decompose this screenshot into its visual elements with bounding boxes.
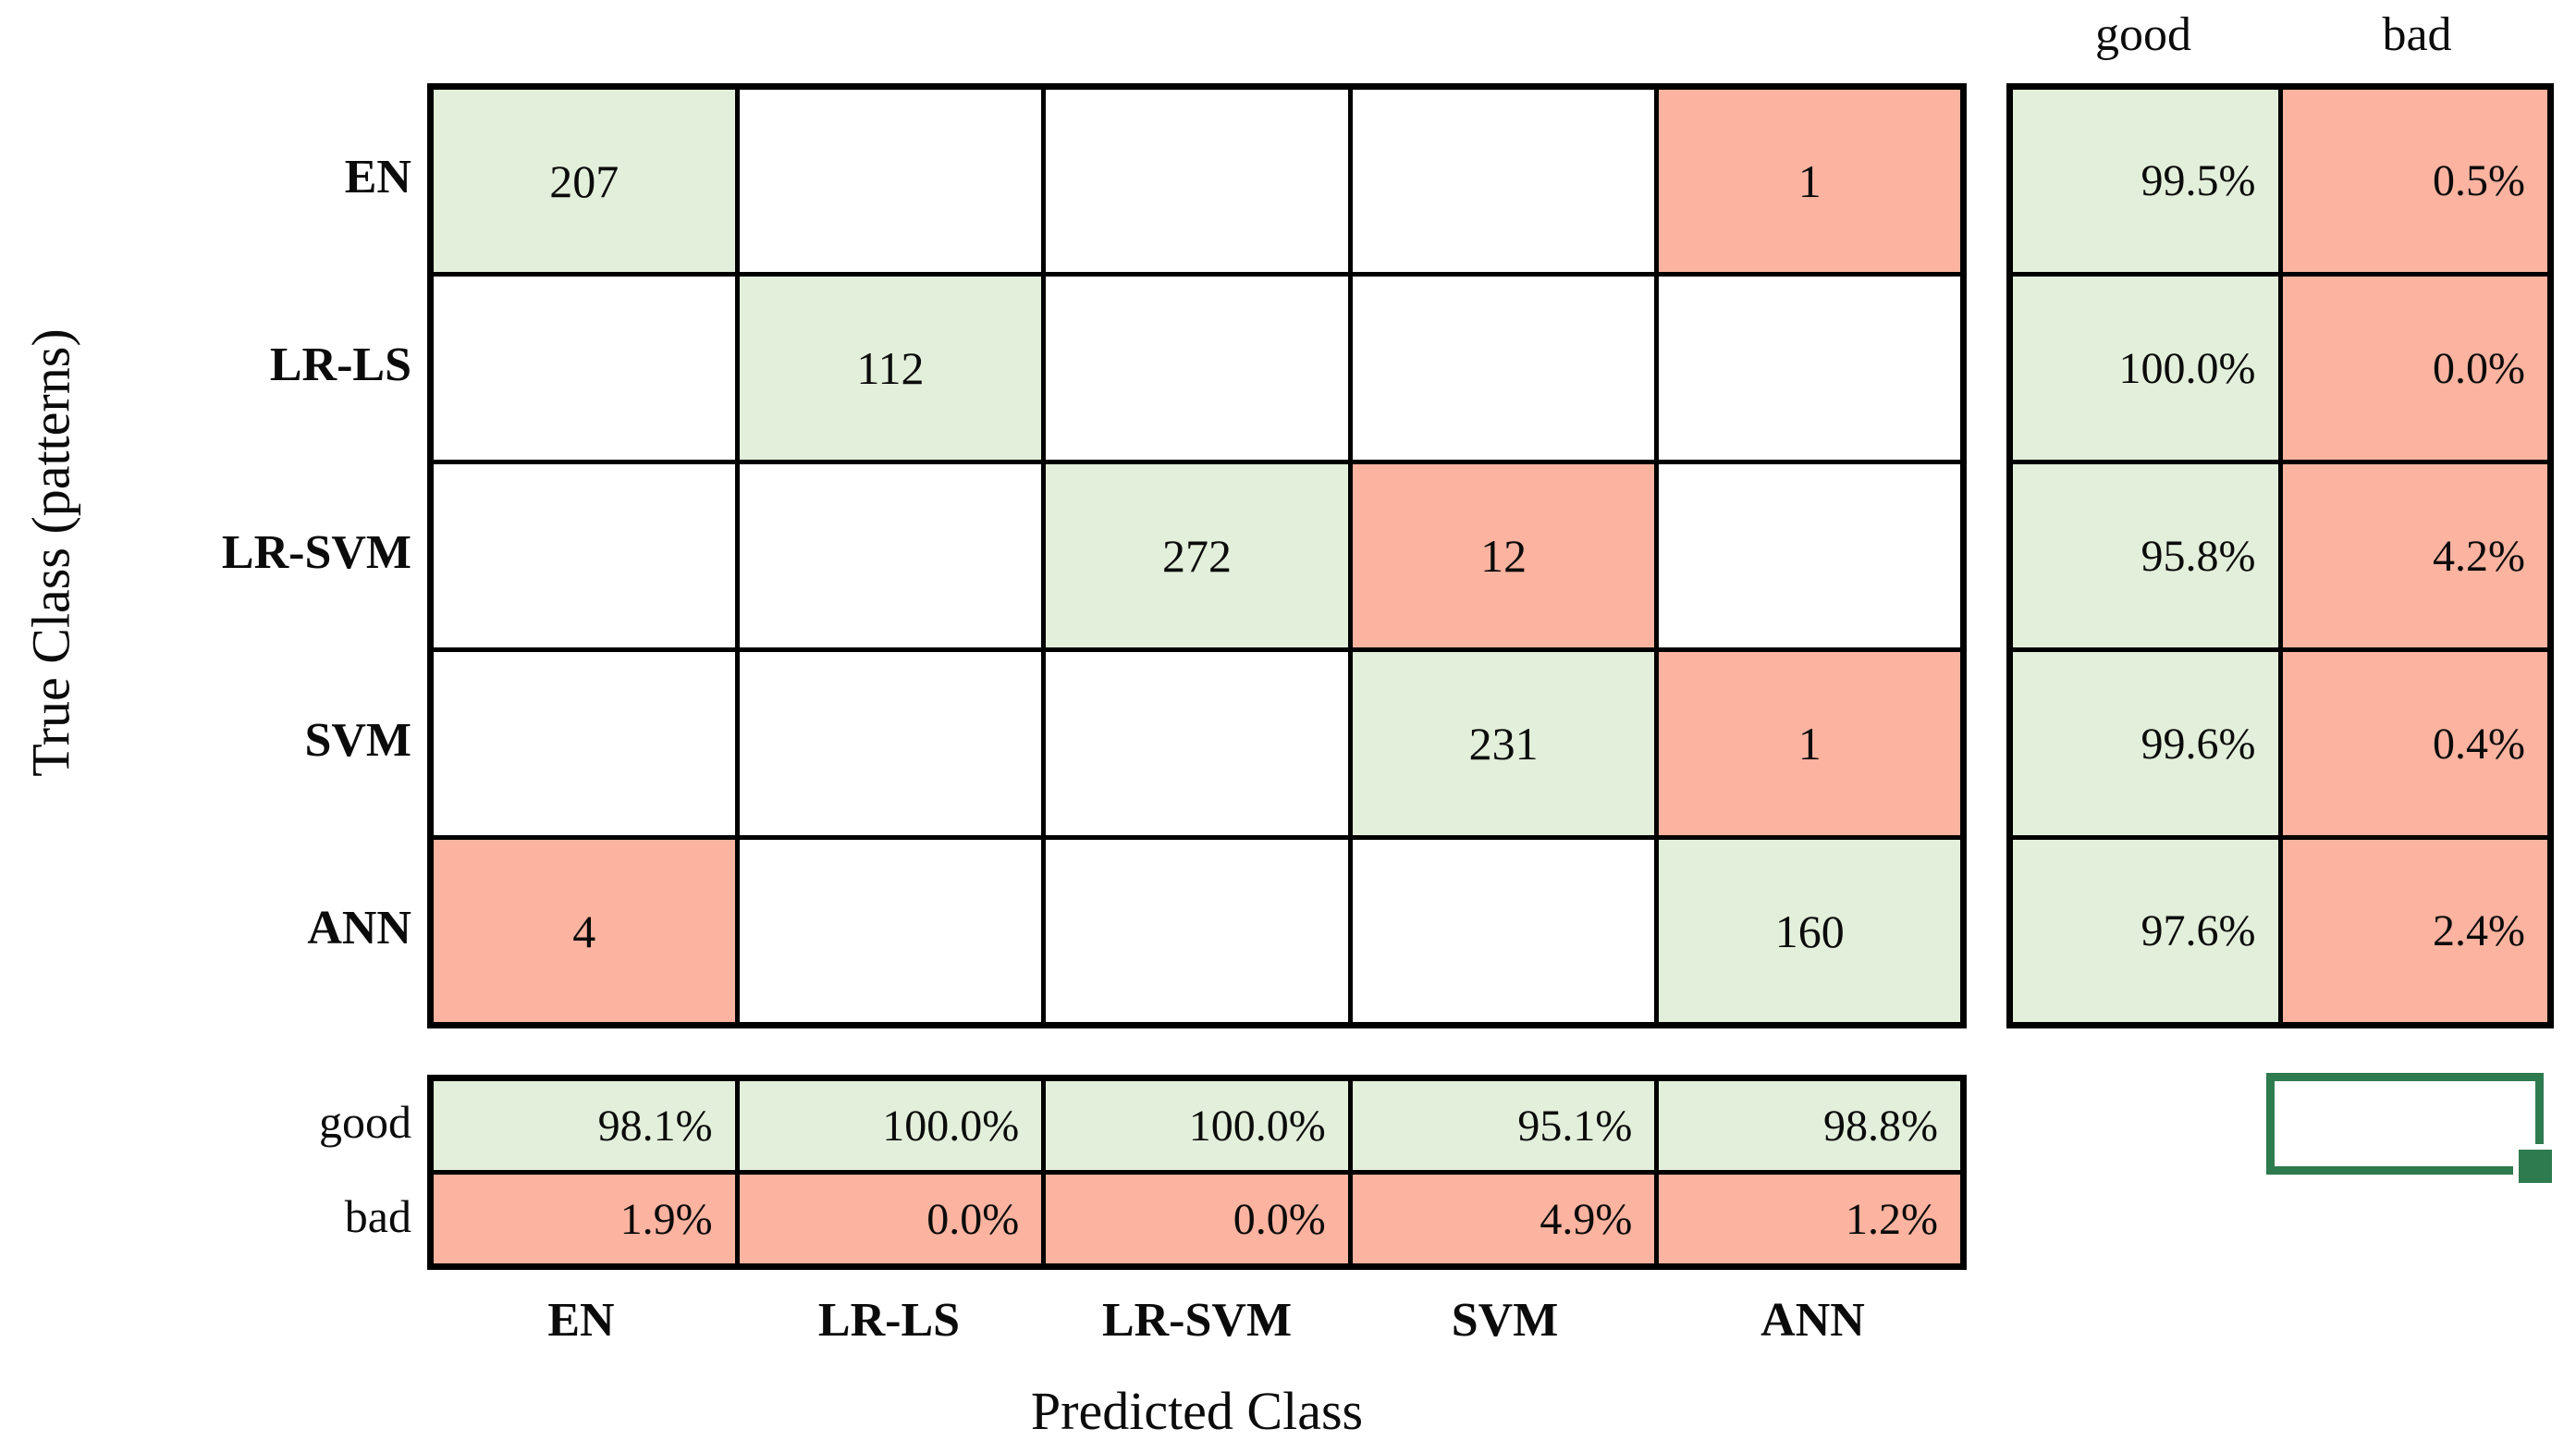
y-axis-title: True Class (patterns) <box>20 328 81 777</box>
col-pct-bad-SVM[interactable]: 4.9% <box>1347 1170 1660 1269</box>
x-axis-title: Predicted Class <box>1030 1381 1364 1441</box>
row-pct-ANN: 97.6% 2.4% <box>2007 835 2553 1028</box>
col-good-label: good <box>319 1096 411 1148</box>
matrix-row-LR-LS: 112 <box>428 272 1966 464</box>
row-pct-EN: 99.5% 0.5% <box>2007 84 2553 277</box>
matrix-cell-EN-ANN[interactable]: 1 <box>1654 84 1966 277</box>
col-label-EN: EN <box>547 1294 615 1347</box>
matrix-cell-LR-SVM-ANN[interactable] <box>1654 460 1966 652</box>
col-pct-good-EN[interactable]: 98.1% <box>428 1076 740 1175</box>
col-pct-bad-ANN[interactable]: 1.2% <box>1654 1170 1966 1269</box>
row-pct-LR-SVM: 95.8% 4.2% <box>2007 460 2553 652</box>
matrix-cell-SVM-LR-SVM[interactable] <box>1041 647 1353 840</box>
matrix-cell-EN-LR-SVM[interactable] <box>1041 84 1353 277</box>
column-percentage-row-labels: good bad <box>102 1075 411 1263</box>
row-pct-bad-ANN[interactable]: 2.4% <box>2277 835 2553 1028</box>
row-label-ANN: ANN <box>307 902 411 954</box>
col-label-SVM: SVM <box>1451 1294 1559 1347</box>
matrix-cell-SVM-LR-LS[interactable] <box>734 647 1047 840</box>
matrix-cell-LR-LS-SVM[interactable] <box>1347 272 1660 464</box>
matrix-cell-SVM-SVM[interactable]: 231 <box>1347 647 1660 840</box>
row-percentage-table: 99.5% 0.5% 100.0% 0.0% 95.8% 4.2% 99.6% 0.4% 97.… <box>2006 83 2554 1028</box>
matrix-cell-ANN-LR-LS[interactable] <box>734 835 1047 1028</box>
col-pct-good-ANN[interactable]: 98.8% <box>1654 1076 1966 1175</box>
matrix-cell-ANN-LR-SVM[interactable] <box>1041 835 1353 1028</box>
row-pct-good-LR-LS[interactable]: 100.0% <box>2007 272 2283 464</box>
matrix-cell-EN-EN[interactable]: 207 <box>428 84 740 277</box>
matrix-row-ANN: 4 160 <box>428 835 1966 1028</box>
matrix-cell-SVM-ANN[interactable]: 1 <box>1654 647 1966 840</box>
y-axis-title-wrap: True Class (patterns) <box>0 83 102 1022</box>
row-pct-good-LR-SVM[interactable]: 95.8% <box>2007 460 2283 652</box>
selected-cell[interactable] <box>2266 1073 2558 1188</box>
row-pct-good-EN[interactable]: 99.5% <box>2007 84 2283 277</box>
matrix-cell-LR-LS-EN[interactable] <box>428 272 740 464</box>
matrix-cell-LR-SVM-SVM[interactable]: 12 <box>1347 460 1660 652</box>
col-pct-good-SVM[interactable]: 95.1% <box>1347 1076 1660 1175</box>
confusion-matrix-table: 207 1 112 272 12 231 1 4 160 <box>427 83 1967 1028</box>
col-label-LR-SVM: LR-SVM <box>1101 1294 1293 1347</box>
matrix-cell-ANN-ANN[interactable]: 160 <box>1654 835 1966 1028</box>
matrix-cell-LR-LS-LR-LS[interactable]: 112 <box>734 272 1047 464</box>
row-pct-bad-LR-SVM[interactable]: 4.2% <box>2277 460 2553 652</box>
row-percentage-headers: good bad <box>2006 7 2554 76</box>
row-bad-header: bad <box>2382 8 2452 61</box>
matrix-row-SVM: 231 1 <box>428 647 1966 840</box>
matrix-cell-SVM-EN[interactable] <box>428 647 740 840</box>
true-class-labels: EN LR-LS LR-SVM SVM ANN <box>102 83 411 1022</box>
matrix-cell-LR-SVM-EN[interactable] <box>428 460 740 652</box>
col-label-LR-LS: LR-LS <box>817 1294 961 1347</box>
col-pct-row-bad: 1.9% 0.0% 0.0% 4.9% 1.2% <box>428 1170 1966 1269</box>
row-pct-LR-LS: 100.0% 0.0% <box>2007 272 2553 464</box>
col-pct-good-LR-SVM[interactable]: 100.0% <box>1041 1076 1353 1175</box>
col-label-ANN: ANN <box>1760 1294 1865 1347</box>
column-percentage-table: 98.1% 100.0% 100.0% 95.1% 98.8% 1.9% 0.0% 0.0% 4… <box>427 1075 1967 1270</box>
row-pct-bad-SVM[interactable]: 0.4% <box>2277 647 2553 840</box>
matrix-cell-LR-SVM-LR-LS[interactable] <box>734 460 1047 652</box>
row-label-EN: EN <box>344 151 411 203</box>
row-pct-good-ANN[interactable]: 97.6% <box>2007 835 2283 1028</box>
row-label-LR-LS: LR-LS <box>269 339 411 391</box>
matrix-row-EN: 207 1 <box>428 84 1966 277</box>
row-good-header: good <box>2095 8 2191 61</box>
row-pct-good-SVM[interactable]: 99.6% <box>2007 647 2283 840</box>
matrix-cell-LR-LS-ANN[interactable] <box>1654 272 1966 464</box>
col-pct-row-good: 98.1% 100.0% 100.0% 95.1% 98.8% <box>428 1076 1966 1175</box>
row-label-LR-SVM: LR-SVM <box>221 526 411 579</box>
predicted-class-labels: EN LR-LS LR-SVM SVM ANN <box>427 1293 1967 1360</box>
matrix-row-LR-SVM: 272 12 <box>428 460 1966 652</box>
matrix-cell-LR-LS-LR-SVM[interactable] <box>1041 272 1353 464</box>
matrix-cell-EN-LR-LS[interactable] <box>734 84 1047 277</box>
matrix-cell-LR-SVM-LR-SVM[interactable]: 272 <box>1041 460 1353 652</box>
matrix-cell-ANN-EN[interactable]: 4 <box>428 835 740 1028</box>
col-bad-label: bad <box>344 1190 411 1242</box>
fill-handle[interactable] <box>2513 1144 2558 1188</box>
row-pct-bad-LR-LS[interactable]: 0.0% <box>2277 272 2553 464</box>
matrix-cell-EN-SVM[interactable] <box>1347 84 1660 277</box>
col-pct-bad-LR-LS[interactable]: 0.0% <box>734 1170 1047 1269</box>
row-pct-SVM: 99.6% 0.4% <box>2007 647 2553 840</box>
row-label-SVM: SVM <box>304 714 411 767</box>
col-pct-bad-LR-SVM[interactable]: 0.0% <box>1041 1170 1353 1269</box>
matrix-cell-ANN-SVM[interactable] <box>1347 835 1660 1028</box>
row-pct-bad-EN[interactable]: 0.5% <box>2277 84 2553 277</box>
col-pct-bad-EN[interactable]: 1.9% <box>428 1170 740 1269</box>
col-pct-good-LR-LS[interactable]: 100.0% <box>734 1076 1047 1175</box>
